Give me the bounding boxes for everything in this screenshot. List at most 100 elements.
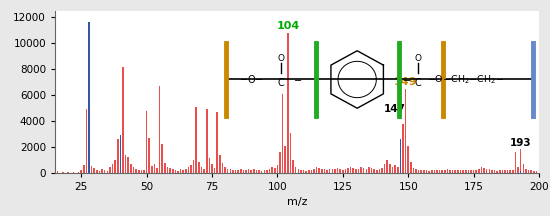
Bar — [460, 170, 461, 173]
Bar — [201, 167, 202, 173]
Bar — [88, 22, 90, 173]
Bar — [468, 170, 469, 173]
Bar — [222, 163, 223, 173]
Bar — [302, 170, 304, 173]
Bar — [153, 164, 155, 173]
Bar — [470, 170, 472, 173]
Bar — [235, 170, 236, 173]
Bar — [183, 170, 184, 173]
Bar — [245, 170, 247, 173]
Bar — [284, 146, 286, 173]
Bar — [522, 164, 524, 173]
Bar — [408, 146, 409, 173]
Bar — [360, 167, 362, 173]
Bar — [91, 166, 92, 173]
Bar — [227, 168, 228, 173]
Text: $-$: $-$ — [402, 75, 411, 84]
Bar — [80, 170, 82, 173]
Bar — [444, 170, 446, 173]
Bar — [185, 168, 186, 173]
Bar — [481, 167, 482, 173]
Bar — [389, 164, 390, 173]
Bar — [67, 172, 69, 173]
Text: 149: 149 — [394, 77, 417, 87]
Bar — [86, 109, 87, 173]
Bar — [298, 168, 299, 173]
Bar — [248, 169, 249, 173]
Bar — [405, 89, 406, 173]
Bar — [488, 169, 490, 173]
Bar — [324, 168, 325, 173]
Text: O: O — [414, 54, 421, 63]
Bar — [353, 168, 354, 173]
Bar — [206, 109, 207, 173]
Bar — [146, 111, 147, 173]
Bar — [342, 170, 344, 173]
Bar — [373, 169, 375, 173]
Bar — [457, 170, 459, 173]
Bar — [128, 157, 129, 173]
Bar — [98, 171, 100, 173]
Bar — [491, 170, 493, 173]
Bar — [282, 94, 283, 173]
Text: $-$O$-$CH$_2$$-$CH$_2$$-$: $-$O$-$CH$_2$$-$CH$_2$$-$ — [427, 73, 504, 86]
Bar — [138, 170, 140, 173]
Bar — [520, 171, 521, 173]
Bar — [384, 164, 386, 173]
Bar — [311, 170, 312, 173]
Bar — [159, 86, 161, 173]
Bar — [371, 168, 372, 173]
Bar — [172, 169, 173, 173]
Bar — [216, 112, 218, 173]
Text: $-$O$-$: $-$O$-$ — [239, 73, 264, 86]
Bar — [204, 168, 205, 173]
Bar — [211, 164, 213, 173]
Bar — [271, 167, 273, 173]
Bar — [442, 170, 443, 173]
Bar — [308, 170, 310, 173]
Bar — [109, 167, 111, 173]
Bar — [326, 170, 328, 173]
Bar — [258, 170, 260, 173]
Bar — [528, 170, 529, 173]
Bar — [515, 152, 516, 173]
Bar — [381, 168, 383, 173]
Bar — [195, 107, 197, 173]
Bar — [504, 170, 506, 173]
Bar — [143, 170, 145, 173]
Bar — [193, 160, 195, 173]
Bar — [83, 165, 85, 173]
Bar — [164, 163, 166, 173]
Bar — [507, 170, 508, 173]
Bar — [410, 162, 411, 173]
Bar — [418, 170, 420, 173]
Bar — [174, 170, 176, 173]
Bar — [496, 171, 498, 173]
Bar — [112, 164, 113, 173]
Bar — [313, 169, 315, 173]
Bar — [162, 144, 163, 173]
Bar — [347, 168, 349, 173]
Bar — [208, 158, 210, 173]
Bar — [214, 168, 216, 173]
Bar — [177, 171, 179, 173]
Bar — [520, 149, 521, 173]
Bar — [198, 162, 200, 173]
X-axis label: m/z: m/z — [287, 197, 307, 207]
Bar — [339, 168, 341, 173]
Bar — [452, 170, 453, 173]
Bar — [125, 155, 127, 173]
Bar — [130, 164, 131, 173]
Bar — [350, 167, 351, 173]
Bar — [305, 171, 307, 173]
Bar — [180, 169, 182, 173]
Bar — [188, 167, 189, 173]
Bar — [300, 170, 302, 173]
Bar — [494, 170, 496, 173]
Bar — [415, 169, 417, 173]
Bar — [363, 168, 365, 173]
Bar — [509, 170, 511, 173]
Bar — [421, 170, 422, 173]
Bar — [329, 168, 331, 173]
Bar — [96, 170, 98, 173]
